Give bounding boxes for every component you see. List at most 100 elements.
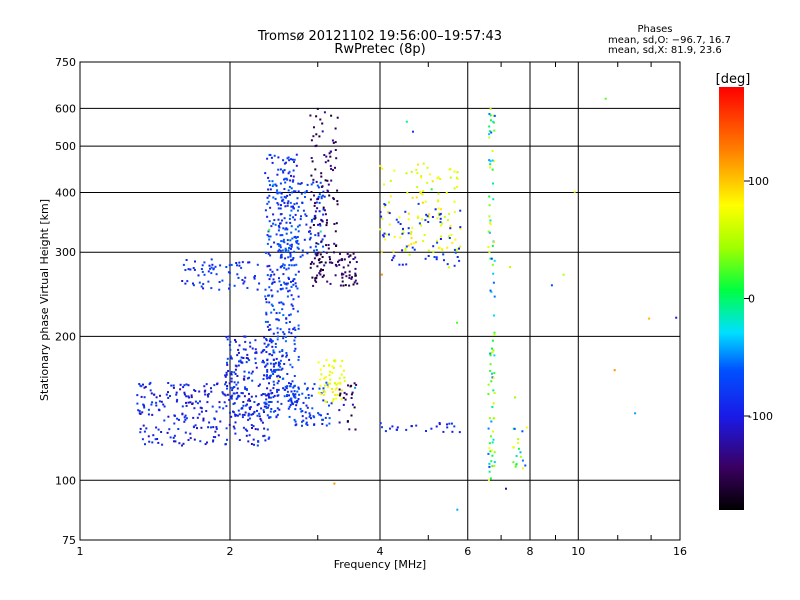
data-point (279, 365, 282, 368)
data-point (322, 206, 325, 209)
data-point (281, 367, 284, 370)
data-point (141, 438, 144, 441)
data-point (345, 275, 348, 278)
data-point (439, 224, 442, 227)
data-point (237, 381, 240, 384)
data-point (245, 361, 248, 364)
data-point (280, 192, 283, 195)
data-point (398, 216, 401, 219)
data-point (331, 365, 334, 368)
colorbar (719, 87, 744, 510)
data-point (325, 424, 328, 427)
data-point (321, 418, 324, 421)
data-point (296, 287, 299, 290)
data-point (184, 418, 187, 421)
data-point (323, 264, 326, 267)
data-point (151, 401, 154, 404)
data-point (316, 107, 319, 110)
data-point (509, 266, 511, 269)
data-point (327, 183, 330, 186)
data-point (293, 350, 296, 352)
data-point (268, 339, 271, 342)
data-point (286, 194, 289, 197)
data-point (331, 371, 334, 374)
data-point (273, 394, 276, 397)
data-point (489, 160, 492, 163)
data-point (249, 406, 252, 409)
data-point (306, 252, 309, 255)
data-point (256, 444, 259, 447)
data-point (456, 508, 459, 511)
data-point (288, 328, 291, 331)
data-point (514, 465, 517, 468)
data-point (259, 383, 261, 386)
data-point (401, 249, 404, 252)
data-point (265, 338, 268, 340)
data-point (492, 402, 495, 405)
data-point (181, 413, 184, 416)
data-point (187, 384, 190, 387)
data-point (313, 423, 316, 426)
data-point (344, 398, 347, 401)
data-point (261, 421, 264, 424)
data-point (491, 159, 494, 162)
data-point (448, 213, 451, 215)
data-point (263, 336, 266, 339)
data-point (310, 174, 313, 177)
data-point (232, 403, 235, 405)
data-point (380, 273, 383, 276)
data-point (286, 394, 289, 396)
data-point (334, 141, 337, 144)
data-point (675, 316, 678, 319)
data-point (292, 280, 294, 282)
data-point (422, 240, 425, 243)
data-point (269, 206, 272, 209)
data-point (294, 420, 297, 423)
data-point (260, 407, 263, 410)
data-point (285, 355, 288, 358)
data-point (231, 389, 234, 392)
data-point (410, 170, 413, 173)
colorbar-tick-label: -100 (748, 410, 773, 423)
data-point (284, 282, 287, 285)
data-point (207, 426, 210, 429)
data-point (216, 382, 219, 385)
data-point (273, 281, 276, 284)
data-point (302, 401, 305, 404)
data-point (294, 213, 297, 216)
data-point (512, 446, 515, 449)
data-point (268, 228, 271, 231)
data-point (322, 190, 325, 193)
data-point (290, 280, 292, 283)
data-point (335, 397, 338, 400)
data-point (300, 192, 303, 195)
data-point (247, 357, 249, 360)
data-point (258, 415, 261, 418)
data-point (285, 321, 288, 324)
data-point (244, 404, 247, 407)
data-point (274, 197, 277, 200)
data-point (353, 406, 356, 409)
data-point (297, 324, 300, 327)
data-point (236, 375, 239, 377)
data-point (224, 443, 227, 446)
data-point (230, 371, 233, 373)
y-tick-label: 750 (55, 56, 76, 69)
data-point (192, 267, 195, 269)
data-point (449, 227, 452, 230)
data-point (488, 113, 491, 115)
data-point (311, 407, 314, 410)
data-point (193, 268, 196, 271)
data-point (305, 215, 308, 217)
data-point (194, 400, 197, 403)
data-point (381, 234, 384, 237)
data-point (229, 411, 231, 414)
data-point (283, 201, 286, 204)
data-point (229, 355, 232, 358)
data-point (342, 396, 345, 399)
data-point (294, 336, 297, 339)
data-point (384, 203, 387, 206)
data-point (288, 382, 290, 385)
data-point (258, 412, 261, 415)
data-point (346, 420, 349, 423)
